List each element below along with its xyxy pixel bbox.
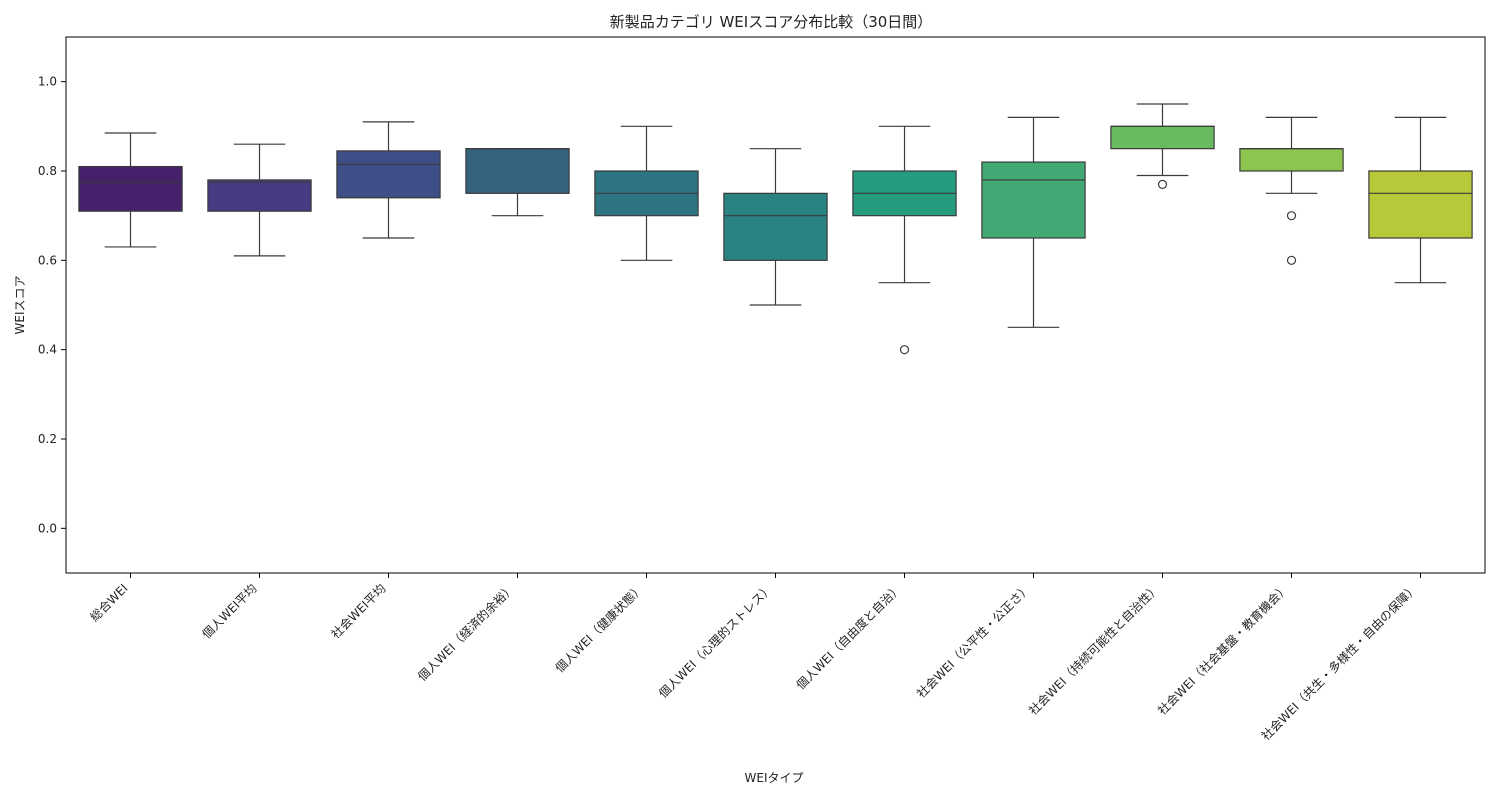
x-tick-label: 個人WEI（健康状態） (552, 581, 647, 676)
box-iqr (723, 192, 828, 261)
box-iqr (78, 165, 183, 212)
box-iqr (207, 179, 312, 212)
box-iqr (981, 161, 1086, 239)
box-iqr (1239, 148, 1344, 172)
x-tick-label: 個人WEI平均 (200, 581, 260, 641)
y-tick-label: 1.0 (38, 75, 57, 89)
y-tick-label: 0.2 (38, 432, 57, 446)
plot-frame (65, 36, 1486, 574)
box-iqr (465, 148, 570, 194)
box-iqr (1368, 170, 1473, 239)
box-iqr (336, 150, 441, 199)
y-tick-label: 0.0 (38, 521, 57, 535)
outlier-point (1157, 179, 1168, 189)
y-axis-label: WEIスコア (13, 276, 27, 335)
x-tick-label: 社会WEI（公平性・公正さ） (913, 581, 1033, 701)
x-tick-label: 総合WEI (87, 581, 131, 625)
x-tick-label: 社会WEI（共生・多様性・自由の保障） (1258, 581, 1421, 744)
x-tick-label: 個人WEI（経済的余裕） (414, 581, 517, 684)
outlier-point (1286, 211, 1297, 221)
y-tick-label: 0.6 (38, 253, 57, 267)
y-tick-label: 0.8 (38, 164, 57, 178)
x-tick-label: 個人WEI（心理的ストレス） (655, 581, 775, 701)
outlier-point (899, 345, 910, 355)
chart-title: 新製品カテゴリ WEIスコア分布比較（30日間） (610, 13, 933, 31)
x-tick-label: 社会WEI（社会基盤・教育機会） (1154, 581, 1291, 718)
y-tick-label: 0.4 (38, 343, 57, 357)
outlier-point (1286, 255, 1297, 265)
x-tick-label: 社会WEI平均 (328, 581, 389, 642)
x-tick-label: 個人WEI（自由度と自治） (793, 581, 905, 693)
x-tick-label: 社会WEI（持続可能性と自治性） (1025, 581, 1162, 718)
box-iqr (1110, 125, 1215, 150)
x-axis-label: WEIタイプ (745, 771, 804, 785)
